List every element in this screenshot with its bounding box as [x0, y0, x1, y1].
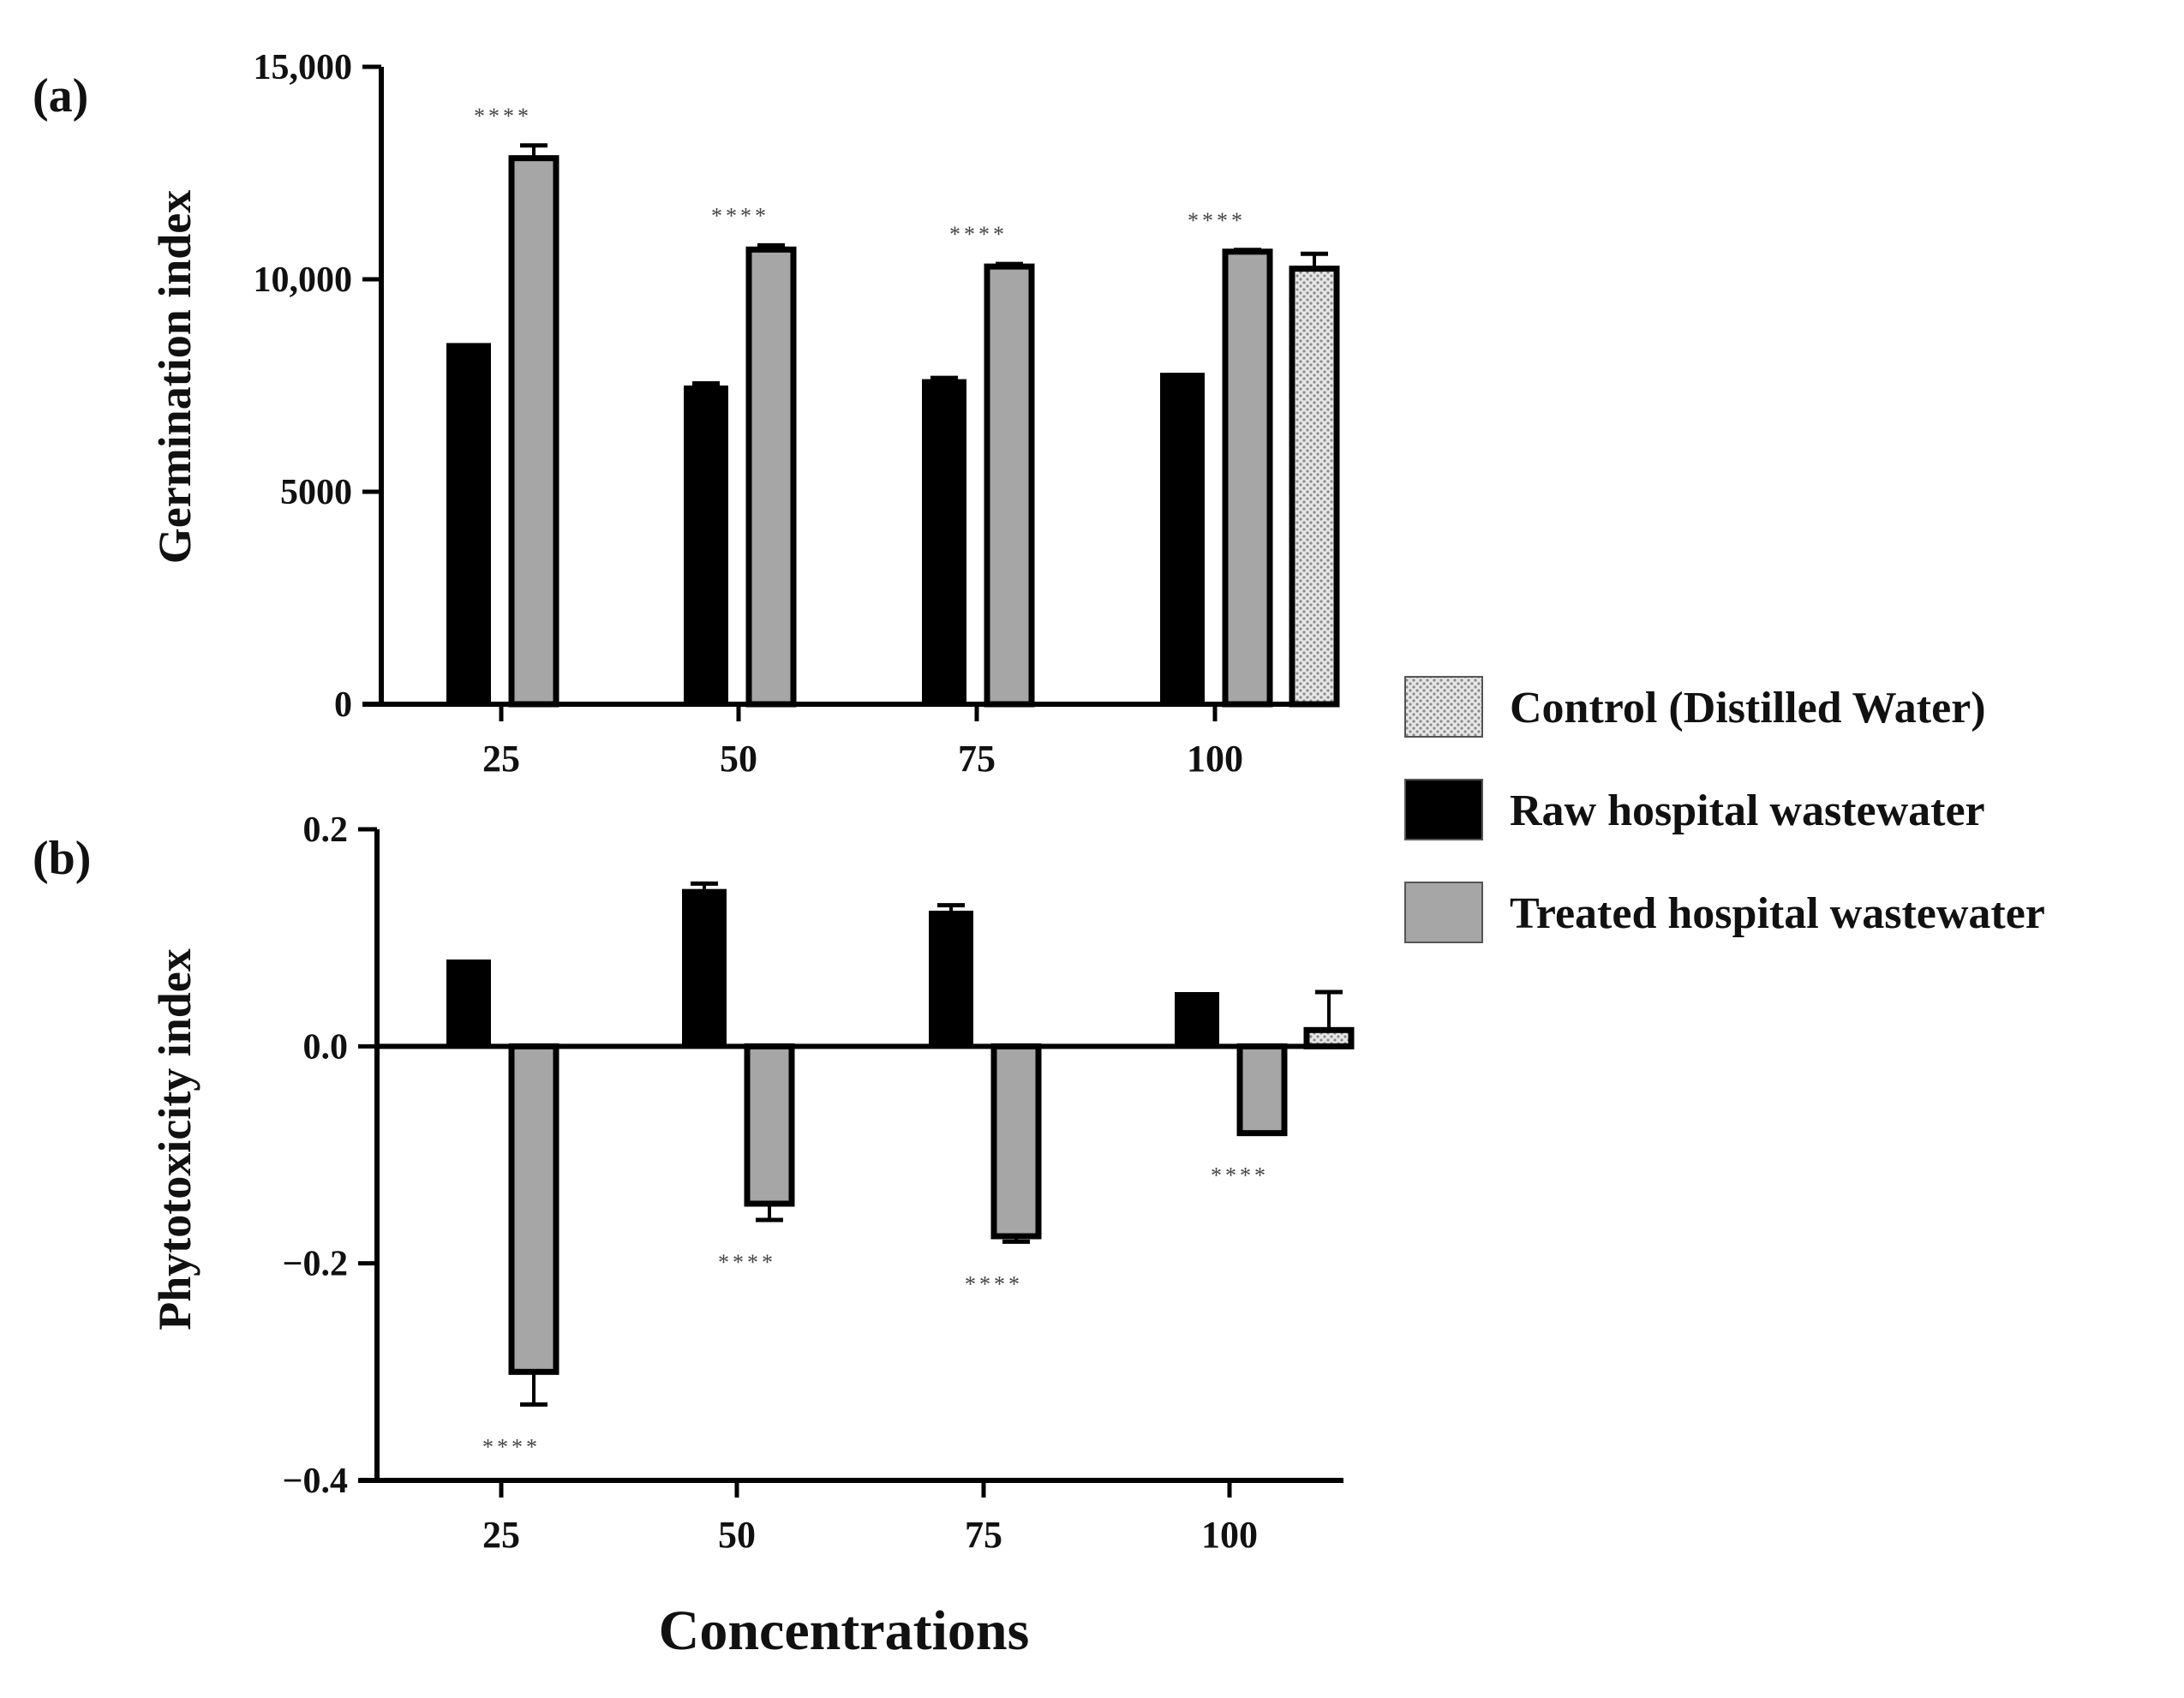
panel-a-bar-treated: [984, 263, 1035, 708]
panel-b-ytick-label: 0.0: [303, 1027, 349, 1067]
panel-a-bar-raw: [1160, 373, 1205, 704]
panel-a-ytick-label: 15,000: [254, 48, 353, 87]
legend-swatch-raw: [1404, 779, 1483, 840]
panel-a-xtick-label: 75: [958, 738, 996, 780]
panel-a-significance: ****: [711, 203, 769, 228]
panel-b-ylabel: Phytotoxicity index: [149, 948, 200, 1330]
legend-swatch-treated: [1404, 882, 1483, 943]
panel-b-significance: ****: [482, 1434, 541, 1459]
panel-b-significance: ****: [965, 1271, 1023, 1296]
legend-item-control: Control (Distilled Water): [1404, 676, 1986, 738]
legend: Control (Distilled Water) Raw hospital w…: [1404, 676, 2045, 943]
legend-label-treated: Treated hospital wastewater: [1510, 889, 2045, 938]
legend-item-treated: Treated hospital wastewater: [1404, 882, 2045, 943]
panel-a-ytick-label: 0: [334, 685, 352, 725]
panel-b-ytick-label: 0.2: [303, 810, 349, 850]
panel-b-bar-treated: [744, 1043, 795, 1207]
panel-b-bar-raw: [1175, 992, 1219, 1047]
panel-b-ytick-label: −0.4: [283, 1462, 348, 1501]
panel-a-bar-raw: [446, 343, 491, 704]
panel-b-bar-raw: [446, 960, 491, 1047]
legend-item-raw: Raw hospital wastewater: [1404, 779, 1985, 840]
panel-b-bar-raw: [682, 888, 727, 1047]
legend-label-raw: Raw hospital wastewater: [1510, 786, 1985, 835]
panel-a-bar-treated: [745, 246, 797, 708]
panel-a-bar-raw: [922, 379, 966, 704]
panel-a-ytick-label: 5000: [280, 473, 352, 512]
panel-a-xtick-label: 100: [1187, 738, 1243, 780]
panel-a-significance: ****: [949, 222, 1008, 247]
panel-b-xtick-label: 25: [482, 1514, 520, 1556]
panel-b-xtick-label: 75: [965, 1514, 1002, 1556]
panel-a-xtick-label: 50: [720, 738, 757, 780]
panel-b-xtick-label: 100: [1201, 1514, 1258, 1556]
panel-a-xtick-label: 25: [482, 738, 520, 780]
panel-a-bar-treated: [1222, 248, 1273, 708]
legend-label-control: Control (Distilled Water): [1510, 684, 1986, 732]
panel-b-xlabel: Concentrations: [659, 1599, 1030, 1662]
panel-b-ytick-label: −0.2: [283, 1245, 348, 1284]
panel-a-significance: ****: [474, 104, 532, 129]
panel-b-xtick-label: 50: [718, 1514, 756, 1556]
panel-b-significance: ****: [1211, 1163, 1269, 1188]
panel-b-bar-treated: [1236, 1043, 1288, 1137]
panel-a-bar-control: [1289, 266, 1340, 708]
panel-b-bar-raw: [929, 911, 973, 1047]
panel-b-label: (b): [33, 832, 91, 885]
panel-a-ylabel: Germination index: [149, 190, 200, 565]
panel-b-bar-treated: [990, 1043, 1042, 1240]
panel-b-plot: −0.4 −0.2 0.0 0.2 **** 25 **** 50 **** 75 **** 100: [283, 810, 1355, 1556]
panel-a-bar-treated: [508, 155, 559, 708]
panel-a-plot: 0 5000 10,000 15,000 **** 25 **** 50 **** 75 **** 1…: [254, 48, 1340, 780]
panel-b-significance: ****: [718, 1250, 776, 1275]
panel-b-bar-treated: [508, 1043, 559, 1375]
legend-swatch-control: [1404, 676, 1483, 738]
panel-a-label: (a): [33, 69, 88, 123]
panel-a-bar-raw: [684, 386, 728, 704]
panel-a-significance: ****: [1188, 208, 1246, 233]
panel-a-ytick-label: 10,000: [254, 260, 353, 300]
